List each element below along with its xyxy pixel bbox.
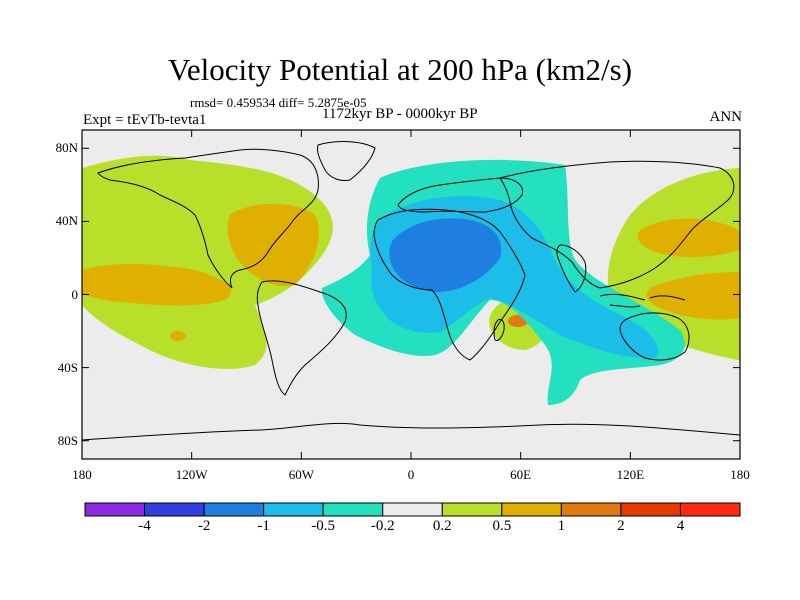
x-axis-ticks — [81, 130, 741, 459]
coastline-asia — [499, 160, 735, 289]
coastline-greenland — [317, 141, 376, 181]
colorbar-swatch — [679, 502, 741, 517]
colorbar-label: 1 — [557, 518, 566, 534]
colorbar — [84, 502, 741, 517]
colorbar-swatch — [263, 502, 324, 517]
x-tick-label: 120W — [175, 467, 208, 482]
colorbar-label: -4 — [138, 518, 151, 534]
season-label: ANN — [709, 109, 743, 125]
experiment-label: Expt = tEvTb-tevta1 — [83, 112, 207, 128]
coastline-india — [556, 244, 587, 293]
colorbar-swatch — [620, 502, 681, 517]
y-tick-label: 40S — [57, 359, 78, 375]
positive-strong-south-pacific-spot — [170, 331, 186, 341]
colorbar-label: 2 — [617, 518, 625, 534]
coastline-madagascar — [493, 319, 505, 341]
coastline-antarctica — [82, 422, 740, 441]
colorbar-label: -0.2 — [370, 518, 395, 534]
y-tick-label: 0 — [71, 286, 79, 302]
coastline-north-america — [97, 148, 319, 289]
colorbar-swatch — [501, 502, 562, 517]
colorbar-swatch — [441, 502, 503, 517]
colorbar-label: -1 — [257, 518, 270, 534]
colorbar-label: 0.5 — [492, 518, 512, 534]
colorbar-swatch — [382, 502, 443, 517]
colorbar-label: -2 — [197, 518, 211, 534]
positive-strong-west-pacific-north — [637, 218, 740, 258]
x-tick-label: 120E — [616, 467, 645, 482]
y-tick-label: 40N — [55, 213, 78, 229]
x-tick-label: 0 — [407, 467, 415, 482]
colorbar-swatch — [84, 502, 146, 517]
colorbar-swatch — [322, 502, 384, 517]
positive-strong-east-pacific — [82, 264, 231, 306]
x-tick-label: 60E — [510, 467, 532, 482]
rmsd-diff-stats: rmsd= 0.459534 diff= 5.2875e-05 — [190, 95, 367, 110]
colorbar-swatch — [203, 502, 265, 517]
x-tick-label: 60W — [288, 467, 314, 482]
x-tick-label: 180 — [730, 467, 750, 482]
coastline-indonesia — [599, 293, 686, 308]
coastline-africa — [373, 208, 526, 361]
coastline-australia — [619, 312, 690, 361]
plot-title: Velocity Potential at 200 hPa (km2/s) — [167, 52, 633, 87]
coastline-europe — [397, 177, 524, 213]
coastline-south-america — [256, 280, 347, 396]
y-tick-label: 80N — [55, 140, 78, 156]
x-tick-label: 180 — [72, 467, 92, 482]
colorbar-swatch — [560, 502, 622, 517]
colorbar-label: 4 — [676, 518, 685, 534]
y-axis-ticks — [82, 147, 740, 442]
positive-strong-west-pacific-south — [646, 272, 740, 320]
colorbar-label: -0.5 — [311, 518, 336, 534]
negative-strong-central-africa — [389, 218, 502, 292]
y-tick-label: 80S — [57, 432, 78, 448]
colorbar-swatch — [144, 502, 205, 517]
colorbar-label: 0.2 — [432, 518, 452, 534]
time-period-label: 1172kyr BP - 0000kyr BP — [322, 106, 478, 122]
